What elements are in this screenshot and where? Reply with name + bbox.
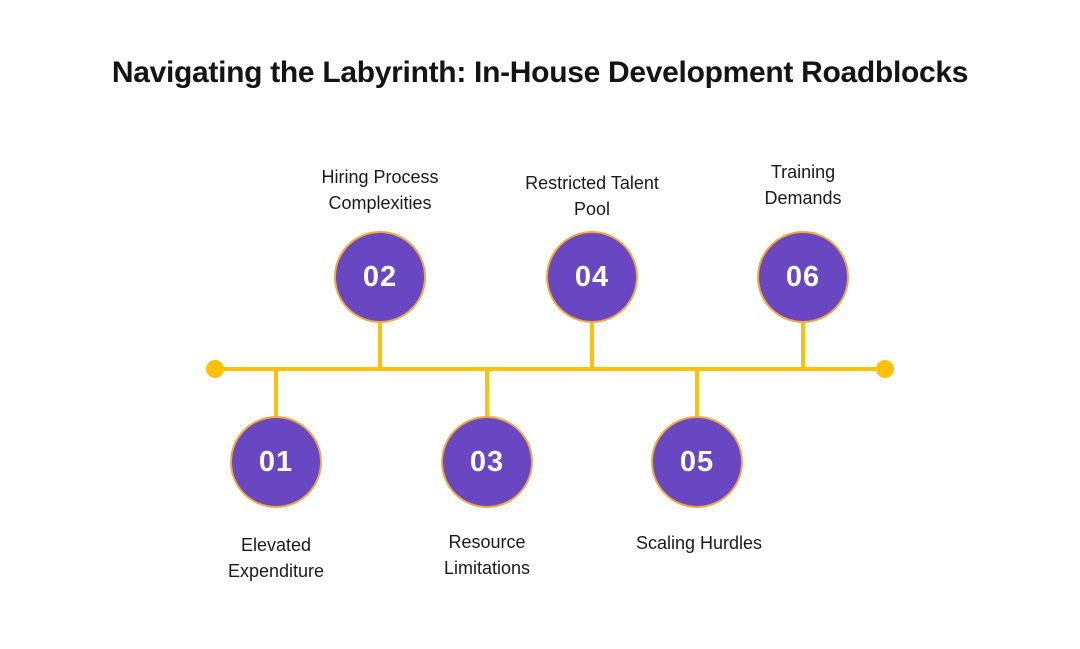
step-circle: 06 [757,231,849,323]
timeline-line [214,367,886,371]
connector-line [274,369,278,418]
step-label: Elevated Expenditure [227,535,325,581]
step-label: Hiring Process Complexities [321,167,439,213]
connector-line [801,321,805,369]
step-number: 01 [258,445,294,478]
step-label: Scaling Hurdles [635,533,763,553]
step-circle: 05 [651,416,743,508]
connector-line [590,321,594,369]
connector-line [378,321,382,369]
step-label: Restricted Talent Pool [525,173,659,219]
step-label: Resource Limitations [443,532,531,578]
timeline-end-dot [876,360,894,378]
step-circle: 04 [546,231,638,323]
step-label: Training Demands [764,162,842,208]
step-number: 05 [679,445,715,478]
step-circle: 03 [441,416,533,508]
step-number: 03 [469,445,505,478]
timeline-start-dot [206,360,224,378]
page-title: Navigating the Labyrinth: In-House Devel… [111,56,969,89]
step-number: 06 [785,260,821,293]
step-circle: 02 [334,231,426,323]
step-number: 04 [574,260,610,293]
connector-line [695,369,699,418]
step-number: 02 [362,260,398,293]
step-circle: 01 [230,416,322,508]
connector-line [485,369,489,418]
